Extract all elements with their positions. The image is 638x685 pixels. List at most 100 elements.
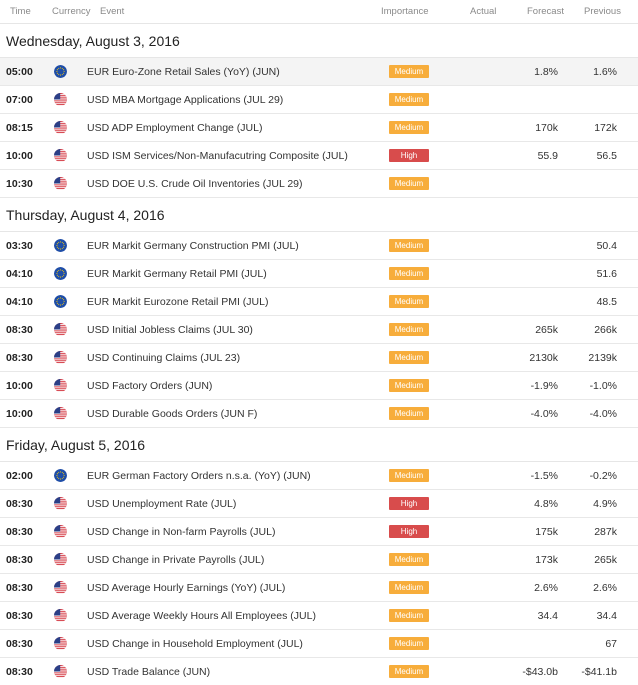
actual-value [455, 400, 505, 428]
event-name[interactable]: USD Factory Orders (JUN) [87, 380, 213, 392]
event-time: 02:00 [6, 470, 33, 482]
column-header-previous: Previous [584, 6, 621, 17]
event-time: 08:30 [6, 526, 33, 538]
table-row[interactable]: 08:30 USD Change in Non-farm Payrolls (JU… [0, 518, 638, 546]
table-row[interactable]: 10:30 USD DOE U.S. Crude Oil Inventories … [0, 170, 638, 198]
event-time: 08:30 [6, 582, 33, 594]
actual-value [455, 658, 505, 685]
table-row[interactable]: 08:30 USD Change in Household Employment … [0, 630, 638, 658]
table-row[interactable]: 08:30 USD Average Weekly Hours All Employ… [0, 602, 638, 630]
actual-value [455, 574, 505, 602]
event-name[interactable]: EUR Markit Eurozone Retail PMI (JUL) [87, 296, 269, 308]
column-header-event: Event [100, 6, 125, 17]
forecast-value: -1.5% [530, 470, 558, 482]
event-name[interactable]: USD DOE U.S. Crude Oil Inventories (JUL … [87, 178, 303, 190]
forecast-value [500, 86, 558, 114]
importance-badge: Medium [389, 665, 429, 678]
previous-value: 2.6% [593, 582, 617, 594]
table-row[interactable]: 04:10 EUR Markit Eurozone Retail PMI (JUL… [0, 288, 638, 316]
actual-value [455, 260, 505, 288]
importance-badge: High [389, 149, 429, 162]
event-name[interactable]: USD ISM Services/Non-Manufacutring Compo… [87, 150, 348, 162]
table-row[interactable]: 08:15 USD ADP Employment Change (JUL) Medi… [0, 114, 638, 142]
eu-flag-icon [54, 295, 67, 308]
previous-value: 2139k [588, 352, 617, 364]
table-row[interactable]: 10:00 USD Factory Orders (JUN) Medium -1.9%… [0, 372, 638, 400]
forecast-value: 55.9 [537, 150, 558, 162]
previous-value: 50.4 [596, 240, 617, 252]
event-name[interactable]: USD Durable Goods Orders (JUN F) [87, 408, 258, 420]
table-row[interactable]: 05:00 EUR Euro-Zone Retail Sales (YoY) (J… [0, 58, 638, 86]
event-name[interactable]: EUR Markit Germany Retail PMI (JUL) [87, 268, 267, 280]
us-flag-icon [54, 177, 67, 190]
economic-calendar: Wednesday, August 3, 2016 05:00 EUR Euro-Z… [0, 24, 638, 685]
day-heading: Thursday, August 4, 2016 [0, 198, 638, 232]
table-row[interactable]: 03:30 EUR Markit Germany Construction PMI… [0, 232, 638, 260]
previous-value: -1.0% [589, 380, 617, 392]
us-flag-icon [54, 323, 67, 336]
day-heading: Friday, August 5, 2016 [0, 428, 638, 462]
table-row[interactable]: 02:00 EUR German Factory Orders n.s.a. (Y… [0, 462, 638, 490]
previous-value [560, 86, 617, 114]
table-row[interactable]: 04:10 EUR Markit Germany Retail PMI (JUL)… [0, 260, 638, 288]
forecast-value: 173k [535, 554, 558, 566]
previous-value: 172k [594, 122, 617, 134]
actual-value [455, 372, 505, 400]
event-time: 10:30 [6, 178, 33, 190]
table-row[interactable]: 08:30 USD Unemployment Rate (JUL) High 4.8%… [0, 490, 638, 518]
table-row[interactable]: 08:30 USD Initial Jobless Claims (JUL 30)… [0, 316, 638, 344]
table-row[interactable]: 08:30 USD Trade Balance (JUN) Medium -$43.0… [0, 658, 638, 685]
event-name[interactable]: USD Change in Household Employment (JUL) [87, 638, 303, 650]
event-time: 08:30 [6, 666, 33, 678]
importance-badge: Medium [389, 351, 429, 364]
actual-value [455, 114, 505, 142]
event-name[interactable]: USD Change in Private Payrolls (JUL) [87, 554, 265, 566]
importance-badge: Medium [389, 379, 429, 392]
event-name[interactable]: USD Trade Balance (JUN) [87, 666, 211, 678]
forecast-value: 2.6% [534, 582, 558, 594]
importance-badge: Medium [389, 469, 429, 482]
event-name[interactable]: USD MBA Mortgage Applications (JUL 29) [87, 94, 284, 106]
table-row[interactable]: 10:00 USD ISM Services/Non-Manufacutring … [0, 142, 638, 170]
actual-value [455, 602, 505, 630]
table-row[interactable]: 08:30 USD Change in Private Payrolls (JUL… [0, 546, 638, 574]
table-row[interactable]: 10:00 USD Durable Goods Orders (JUN F) Med… [0, 400, 638, 428]
us-flag-icon [54, 665, 67, 678]
actual-value [455, 518, 505, 546]
us-flag-icon [54, 407, 67, 420]
event-name[interactable]: USD Change in Non-farm Payrolls (JUL) [87, 526, 276, 538]
event-name[interactable]: USD ADP Employment Change (JUL) [87, 122, 263, 134]
eu-flag-icon [54, 239, 67, 252]
table-row[interactable]: 08:30 USD Average Hourly Earnings (YoY) (… [0, 574, 638, 602]
actual-value [455, 232, 505, 260]
event-time: 08:30 [6, 352, 33, 364]
forecast-value: -$43.0b [522, 666, 558, 678]
forecast-value [500, 260, 558, 288]
event-name[interactable]: USD Initial Jobless Claims (JUL 30) [87, 324, 253, 336]
table-row[interactable]: 07:00 USD MBA Mortgage Applications (JUL … [0, 86, 638, 114]
event-time: 10:00 [6, 408, 33, 420]
importance-badge: Medium [389, 177, 429, 190]
table-row[interactable]: 08:30 USD Continuing Claims (JUL 23) Mediu… [0, 344, 638, 372]
column-header-forecast: Forecast [527, 6, 564, 17]
actual-value [455, 170, 505, 198]
table-header: Time Currency Event Importance Actual Fo… [0, 0, 638, 24]
previous-value [560, 170, 617, 198]
actual-value [455, 288, 505, 316]
column-header-time: Time [10, 6, 31, 17]
forecast-value: 4.8% [534, 498, 558, 510]
event-name[interactable]: EUR German Factory Orders n.s.a. (YoY) (… [87, 470, 311, 482]
importance-badge: Medium [389, 581, 429, 594]
event-name[interactable]: EUR Euro-Zone Retail Sales (YoY) (JUN) [87, 66, 280, 78]
forecast-value: 1.8% [534, 66, 558, 78]
importance-badge: Medium [389, 121, 429, 134]
forecast-value: 2130k [529, 352, 558, 364]
event-name[interactable]: USD Average Weekly Hours All Employees (… [87, 610, 316, 622]
event-name[interactable]: EUR Markit Germany Construction PMI (JUL… [87, 240, 299, 252]
event-name[interactable]: USD Average Hourly Earnings (YoY) (JUL) [87, 582, 286, 594]
event-name[interactable]: USD Continuing Claims (JUL 23) [87, 352, 241, 364]
event-name[interactable]: USD Unemployment Rate (JUL) [87, 498, 237, 510]
importance-badge: Medium [389, 637, 429, 650]
event-time: 04:10 [6, 296, 33, 308]
event-time: 08:30 [6, 554, 33, 566]
